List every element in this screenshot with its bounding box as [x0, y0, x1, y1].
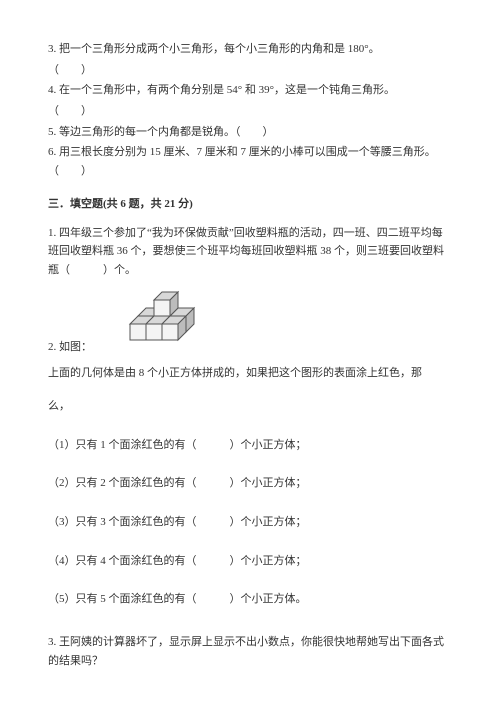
q6-text: 6. 用三根长度分别为 15 厘米、7 厘米和 7 厘米的小棒可以围成一个等腰三… — [48, 143, 452, 180]
fb2-desc-a: 上面的几何体是由 8 个小正方体拼成的，如果把这个图形的表面涂上红色，那 — [48, 364, 452, 383]
fb2-prefix: 2. 如图： — [48, 338, 92, 357]
sub1: （1）只有 1 个面涂红色的有（ ）个小正方体； — [48, 436, 452, 455]
fb3-text: 3. 王阿姨的计算器坏了，显示屏上显示不出小数点，你能很快地帮她写出下面各式的结… — [48, 633, 452, 670]
q5-text: 5. 等边三角形的每一个内角都是锐角。（ ） — [48, 123, 452, 142]
section-3-title: 三．填空题(共 6 题，共 21 分) — [48, 195, 452, 214]
q3-paren: （ ） — [48, 61, 452, 80]
q4-text: 4. 在一个三角形中，有两个角分别是 54° 和 39°，这是一个钝角三角形。 — [48, 81, 452, 100]
cube-figure — [122, 286, 200, 355]
page: 3. 把一个三角形分成两个小三角形，每个小三角形的内角和是 180°。 （ ） … — [0, 0, 500, 707]
q3-text: 3. 把一个三角形分成两个小三角形，每个小三角形的内角和是 180°。 — [48, 40, 452, 59]
fb2-desc-b: 么， — [48, 397, 452, 416]
sub4: （4）只有 4 个面涂红色的有（ ）个小正方体； — [48, 552, 452, 571]
sub5: （5）只有 5 个面涂红色的有（ ）个小正方体。 — [48, 590, 452, 609]
sub2: （2）只有 2 个面涂红色的有（ ）个小正方体； — [48, 474, 452, 493]
q4-paren: （ ） — [48, 102, 452, 121]
sub3: （3）只有 3 个面涂红色的有（ ）个小正方体； — [48, 513, 452, 532]
fb1-text: 1. 四年级三个参加了“我为环保做贡献”回收塑料瓶的活动，四一班、四二班平均每班… — [48, 224, 452, 280]
